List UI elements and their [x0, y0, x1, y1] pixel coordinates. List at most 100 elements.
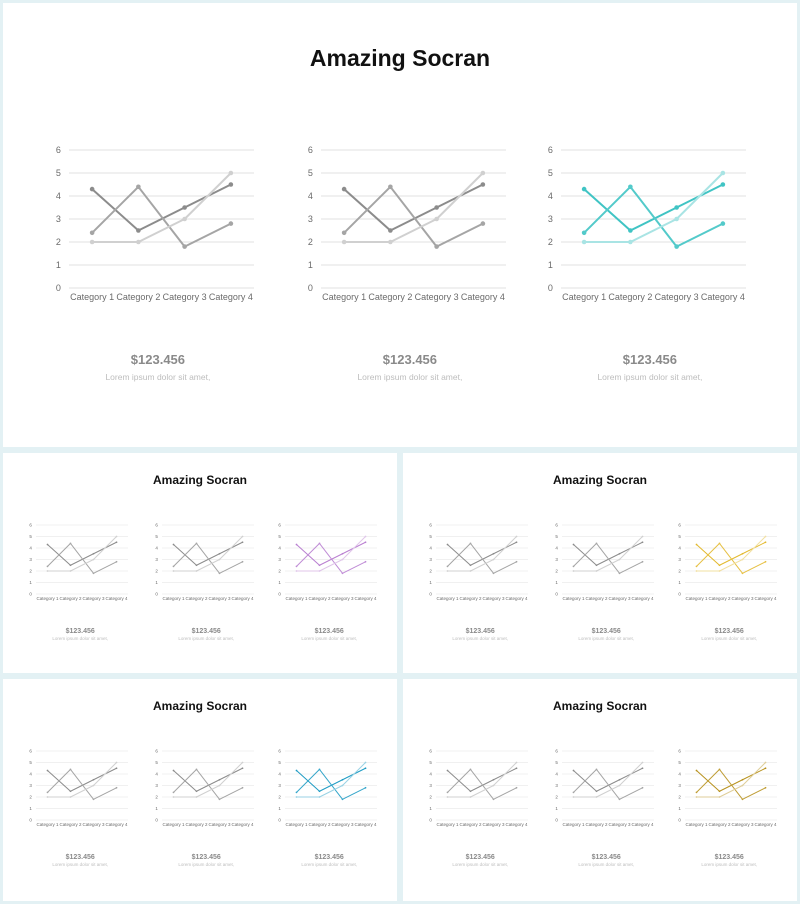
x-category-label: Category 3	[415, 292, 459, 302]
data-point	[341, 186, 347, 192]
data-point	[92, 552, 95, 555]
x-category-label: Category 4	[631, 822, 654, 827]
data-point	[469, 570, 472, 572]
x-category-label: Category 3	[731, 596, 754, 601]
data-point	[195, 796, 198, 798]
series-line-2	[583, 185, 724, 248]
data-point	[195, 570, 198, 572]
chart-panel: 0 1 2 3 4 5 6 Category 1 Category 2 Category 3 Cat…	[678, 523, 777, 641]
data-point	[182, 216, 187, 222]
data-point	[89, 186, 95, 192]
x-category-label: Category 3	[331, 822, 354, 827]
data-point	[469, 542, 472, 545]
y-tick-label: 1	[155, 806, 158, 811]
data-point	[341, 552, 344, 555]
series-line-1	[696, 541, 766, 566]
x-category-label: Category 3	[655, 292, 699, 302]
data-point	[469, 768, 472, 771]
data-point	[341, 572, 344, 575]
y-tick-label: 6	[278, 749, 281, 754]
x-category-label: Category 2	[308, 822, 331, 827]
panel-caption: Lorem ipsum dolor sit amet,	[701, 636, 757, 641]
panel-value: $123.456	[315, 854, 344, 861]
data-point	[764, 560, 767, 563]
data-point	[46, 791, 49, 794]
x-category-label: Category 1	[162, 822, 185, 827]
data-point	[295, 769, 298, 772]
panel-value: $123.456	[466, 854, 495, 861]
data-point	[446, 769, 449, 772]
data-point	[115, 560, 118, 563]
data-point	[318, 570, 321, 572]
series-line-2	[343, 185, 484, 248]
data-point	[581, 230, 587, 236]
data-point	[69, 790, 72, 793]
x-category-label: Category 4	[354, 596, 377, 601]
y-tick-label: 1	[29, 806, 32, 811]
chart-panel: 0 1 2 3 4 5 6 Category 1 Category 2 Category 3 Cat…	[308, 145, 506, 382]
chart-panel: 0 1 2 3 4 5 6 Category 1 Category 2 Category 3 Cat…	[429, 523, 528, 641]
data-point	[295, 543, 298, 546]
data-point	[595, 768, 598, 771]
y-tick-label: 5	[548, 168, 553, 178]
y-tick-label: 0	[555, 818, 558, 823]
data-point	[218, 558, 221, 561]
y-tick-label: 2	[29, 569, 32, 574]
data-point	[492, 798, 495, 801]
chart-panel: 0 1 2 3 4 5 6 Category 1 Category 2 Category 3 Cat…	[555, 523, 654, 641]
y-tick-label: 2	[548, 237, 553, 247]
panel-value: $123.456	[66, 628, 95, 635]
x-category-label: Category 2	[708, 822, 731, 827]
data-point	[115, 761, 118, 764]
y-tick-label: 3	[29, 783, 32, 788]
data-point	[172, 543, 175, 546]
x-category-label: Category 4	[754, 822, 777, 827]
x-category-label: Category 3	[608, 596, 631, 601]
y-tick-label: 3	[429, 783, 432, 788]
data-point	[446, 543, 449, 546]
data-point	[595, 796, 598, 798]
data-point	[241, 761, 244, 764]
data-point	[718, 796, 721, 798]
data-point	[515, 761, 518, 764]
x-category-label: Category 3	[82, 596, 105, 601]
x-category-label: Category 3	[163, 292, 207, 302]
y-tick-label: 1	[548, 260, 553, 270]
x-category-label: Category 4	[231, 596, 254, 601]
y-tick-label: 3	[56, 214, 61, 224]
x-category-label: Category 1	[285, 822, 308, 827]
data-point	[618, 798, 621, 801]
series-line-2	[573, 542, 643, 574]
series-line-1	[696, 767, 766, 792]
data-point	[241, 541, 244, 544]
slide-title: Amazing Socran	[552, 699, 648, 713]
y-tick-label: 0	[29, 818, 32, 823]
y-tick-label: 5	[555, 760, 558, 765]
data-point	[195, 768, 198, 771]
panel-caption: Lorem ipsum dolor sit amet,	[578, 862, 634, 867]
series-line-3	[573, 762, 643, 798]
y-tick-label: 2	[555, 569, 558, 574]
data-point	[618, 778, 621, 781]
series-line-2	[47, 768, 117, 800]
y-tick-label: 3	[29, 557, 32, 562]
series-line-3	[696, 762, 766, 798]
y-tick-label: 5	[555, 534, 558, 539]
x-category-label: Category 1	[322, 292, 366, 302]
series-line-3	[296, 536, 366, 572]
y-tick-label: 4	[278, 772, 281, 777]
data-point	[581, 186, 587, 192]
series-line-2	[173, 768, 243, 800]
data-point	[69, 768, 72, 771]
series-line-3	[573, 536, 643, 572]
chart-panel: 0 1 2 3 4 5 6 Category 1 Category 2 Category 3 Cat…	[429, 749, 528, 867]
series-line-3	[47, 762, 117, 798]
series-line-2	[91, 185, 232, 248]
series-line-3	[173, 762, 243, 798]
data-point	[595, 542, 598, 545]
data-point	[218, 572, 221, 575]
y-tick-label: 1	[678, 580, 681, 585]
data-point	[434, 244, 439, 249]
data-point	[641, 541, 644, 544]
